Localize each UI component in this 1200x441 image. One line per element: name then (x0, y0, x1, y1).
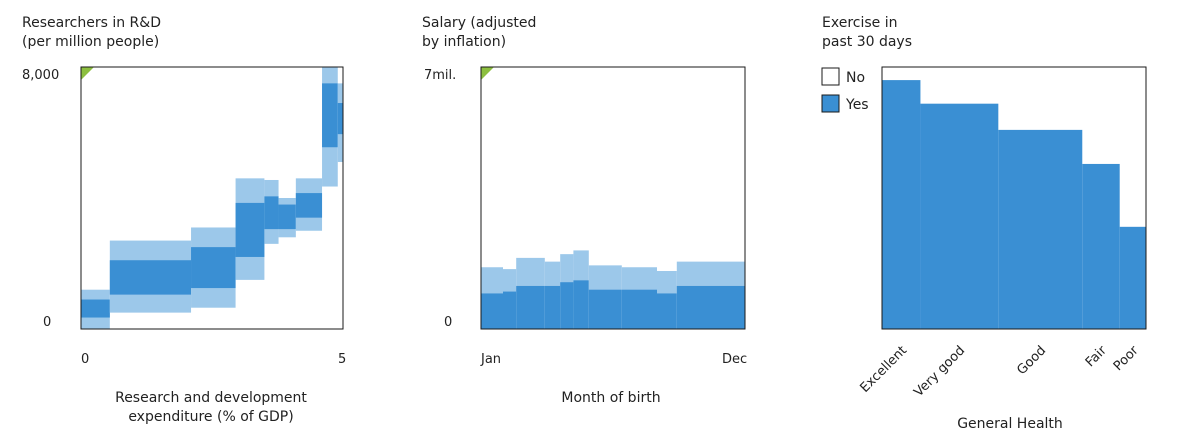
chart2-ytick-max: 7mil. (424, 68, 456, 83)
xtick-fair: Fair (1083, 343, 1110, 370)
chart1-xtick-min: 0 (81, 352, 89, 367)
band-inner-5 (573, 280, 589, 329)
chart3-title-line1: Exercise in (822, 15, 897, 31)
chart3-frame (881, 66, 1147, 330)
chart3-title-line2: past 30 days (822, 34, 912, 50)
xtick-very-good: Very good (911, 343, 968, 400)
band-inner-6 (295, 193, 323, 218)
chart-researchers: Researchers in R&D (per million people) … (22, 15, 346, 425)
legend-label-yes: Yes (845, 97, 869, 113)
chart-exercise: Exercise in past 30 days No Yes Excellen… (821, 15, 1147, 432)
chart1-marks (81, 67, 343, 329)
band-inner-4 (264, 196, 279, 230)
chart3-legend: No Yes (821, 67, 869, 113)
band-inner-5 (278, 204, 296, 230)
chart2-title-line2: by inflation) (422, 34, 506, 50)
chart1-ytick-max: 8,000 (22, 68, 59, 83)
legend-swatch-no (821, 67, 840, 86)
band-inner-8 (657, 293, 677, 329)
band-inner-2 (516, 285, 545, 329)
chart2-xtick-min: Jan (480, 352, 501, 367)
chart3-marks (882, 80, 1146, 330)
chart2-title-line1: Salary (adjusted (422, 15, 536, 31)
band-inner-0 (81, 299, 110, 318)
chart1-title-line1: Researchers in R&D (22, 15, 161, 31)
chart1-frame (80, 66, 344, 330)
band-inner-8 (337, 103, 343, 135)
chart1-xlabel-line2: expenditure (% of GDP) (128, 409, 293, 425)
band-inner-6 (588, 289, 622, 329)
chart-salary: Salary (adjusted by inflation) 7mil. 0 J… (422, 15, 747, 406)
legend-label-no: No (846, 70, 865, 86)
bar-yes-good (998, 129, 1083, 329)
chart2-ytick-min: 0 (444, 315, 452, 330)
xtick-poor: Poor (1111, 343, 1142, 374)
chart2-frame (480, 66, 746, 330)
band-inner-1 (503, 291, 517, 329)
chart2-marks (481, 250, 745, 329)
bar-yes-fair (1082, 163, 1120, 329)
chart3-xlabel: General Health (957, 416, 1063, 432)
chart1-corner-marker (81, 67, 94, 80)
chart3-xticks: Excellent Very good Good Fair Poor (857, 343, 1142, 400)
chart1-ytick-min: 0 (43, 315, 51, 330)
chart1-xlabel-line1: Research and development (115, 390, 307, 406)
chart2-xlabel: Month of birth (561, 390, 660, 406)
legend-swatch-yes (821, 94, 840, 113)
chart2-corner-marker (481, 67, 494, 80)
band-inner-9 (676, 285, 745, 329)
band-inner-7 (621, 289, 657, 329)
xtick-good: Good (1014, 343, 1049, 378)
band-inner-2 (191, 247, 236, 289)
bar-yes-very-good (920, 103, 999, 330)
bar-yes-poor (1119, 226, 1146, 329)
band-inner-1 (109, 260, 192, 295)
chart2-xtick-max: Dec (722, 352, 747, 367)
chart1-title-line2: (per million people) (22, 34, 159, 50)
band-inner-4 (560, 282, 574, 329)
band-inner-0 (481, 293, 503, 329)
band-inner-7 (322, 83, 338, 148)
xtick-excellent: Excellent (857, 343, 910, 396)
band-inner-3 (235, 202, 265, 257)
band-inner-3 (544, 285, 561, 329)
chart1-xtick-max: 5 (338, 352, 346, 367)
bar-yes-excellent (882, 80, 921, 329)
